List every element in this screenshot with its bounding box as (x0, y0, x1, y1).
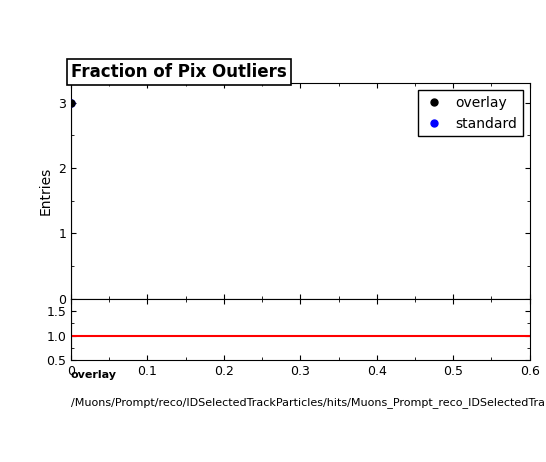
Text: overlay: overlay (71, 370, 117, 380)
Text: /Muons/Prompt/reco/IDSelectedTrackParticles/hits/Muons_Prompt_reco_IDSelectedTra: /Muons/Prompt/reco/IDSelectedTrackPartic… (71, 397, 545, 408)
Legend: overlay, standard: overlay, standard (418, 90, 523, 136)
Text: Fraction of Pix Outliers: Fraction of Pix Outliers (71, 63, 287, 81)
Y-axis label: Entries: Entries (39, 167, 52, 215)
